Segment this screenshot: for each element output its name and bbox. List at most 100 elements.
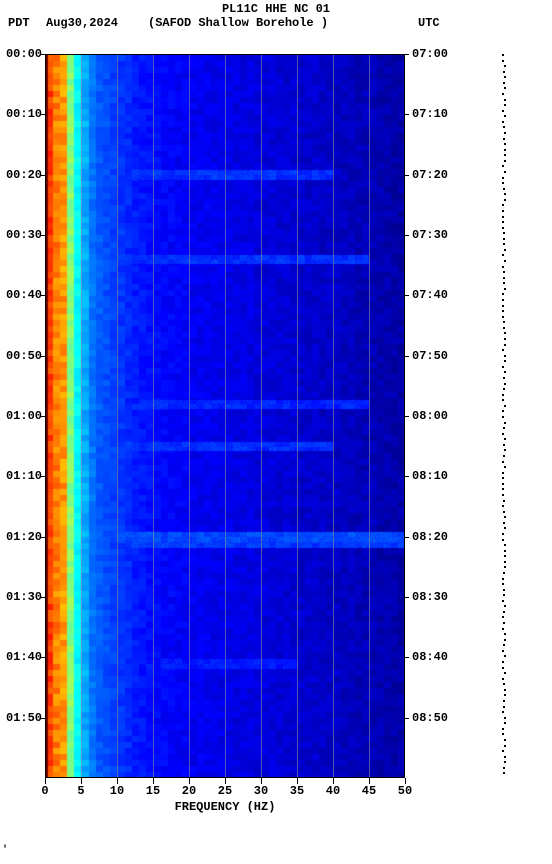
trace-dot [502,394,504,396]
trace-dot [504,171,506,173]
trace-dot [502,305,504,307]
trace-dot [503,126,505,128]
trace-dot [504,344,506,346]
trace-dot [502,578,504,580]
x-tick-label: 30 [254,784,268,798]
trace-dot [502,483,504,485]
trace-dot [504,655,506,657]
gridline-v [117,54,118,778]
trace-dot [502,177,504,179]
trace-dot [503,427,505,429]
trace-dot [502,266,504,268]
trace-dot [502,505,504,507]
chart-subtitle: (SAFOD Shallow Borehole ) [148,16,328,30]
trace-dot [504,555,506,557]
trace-dot [504,605,506,607]
trace-dot [503,455,505,457]
trace-dot [503,271,505,273]
trace-dot [504,756,506,758]
y-tick-right-label: 07:10 [412,107,448,121]
trace-dot [503,706,505,708]
y-tick-right-label: 08:40 [412,650,448,664]
trace-dot [503,82,505,84]
trace-dot [504,383,506,385]
trace-dot [504,438,506,440]
y-tick-mark [41,54,45,55]
trace-dot [502,461,504,463]
y-tick-mark [405,537,409,538]
y-tick-right-label: 08:30 [412,590,448,604]
version-mark: ' [2,845,8,856]
y-tick-left-label: 01:00 [0,409,42,423]
trace-dot [504,355,506,357]
trace-dot [502,750,504,752]
trace-dot [503,321,505,323]
trace-dot [504,717,506,719]
x-tick-label: 20 [182,784,196,798]
trace-dot [504,561,506,563]
trace-dot [502,366,504,368]
trace-dot [504,99,506,101]
trace-dot [502,650,504,652]
trace-dot [502,416,504,418]
trace-dot [503,238,505,240]
x-tick-label: 50 [398,784,412,798]
y-tick-right-label: 08:20 [412,530,448,544]
trace-dot [504,132,506,134]
trace-dot [502,93,504,95]
y-tick-mark [405,416,409,417]
trace-dot [504,338,506,340]
y-tick-mark [405,718,409,719]
y-tick-mark [41,235,45,236]
y-tick-mark [41,597,45,598]
trace-dot [502,472,504,474]
trace-dot [502,661,504,663]
timezone-right: UTC [418,16,440,30]
trace-dot [504,672,506,674]
trace-dot [504,422,506,424]
trace-dot [504,260,506,262]
trace-dot [502,711,504,713]
trace-dot [502,488,504,490]
trace-dot [503,772,505,774]
gridline-v [261,54,262,778]
gridline-v [333,54,334,778]
trace-dot [504,466,506,468]
trace-dot [504,87,506,89]
trace-dot [502,227,504,229]
trace-dot [502,216,504,218]
y-tick-left-label: 00:40 [0,288,42,302]
trace-dot [503,188,505,190]
header-date: Aug30,2024 [46,16,118,30]
trace-dot [504,332,506,334]
y-tick-left-label: 00:10 [0,107,42,121]
y-tick-left-label: 00:30 [0,228,42,242]
x-tick-label: 5 [77,784,84,798]
trace-dot [504,193,506,195]
side-waveform-trace [500,54,510,778]
trace-dot [503,71,505,73]
trace-dot [502,628,504,630]
trace-dot [502,293,504,295]
trace-dot [504,288,506,290]
trace-dot [502,210,504,212]
y-tick-right-label: 07:50 [412,349,448,363]
y-tick-left-label: 00:50 [0,349,42,363]
trace-dot [503,500,505,502]
y-tick-mark [405,175,409,176]
y-tick-right-label: 08:00 [412,409,448,423]
y-tick-right-label: 08:50 [412,711,448,725]
trace-dot [502,316,504,318]
trace-dot [502,349,504,351]
y-tick-mark [41,416,45,417]
x-tick-label: 45 [362,784,376,798]
trace-dot [504,739,506,741]
trace-dot [504,143,506,145]
trace-dot [502,600,504,602]
trace-dot [502,477,504,479]
trace-dot [504,694,506,696]
y-tick-right-label: 07:30 [412,228,448,242]
trace-dot [503,277,505,279]
trace-dot [502,54,504,56]
trace-dot [502,121,504,123]
